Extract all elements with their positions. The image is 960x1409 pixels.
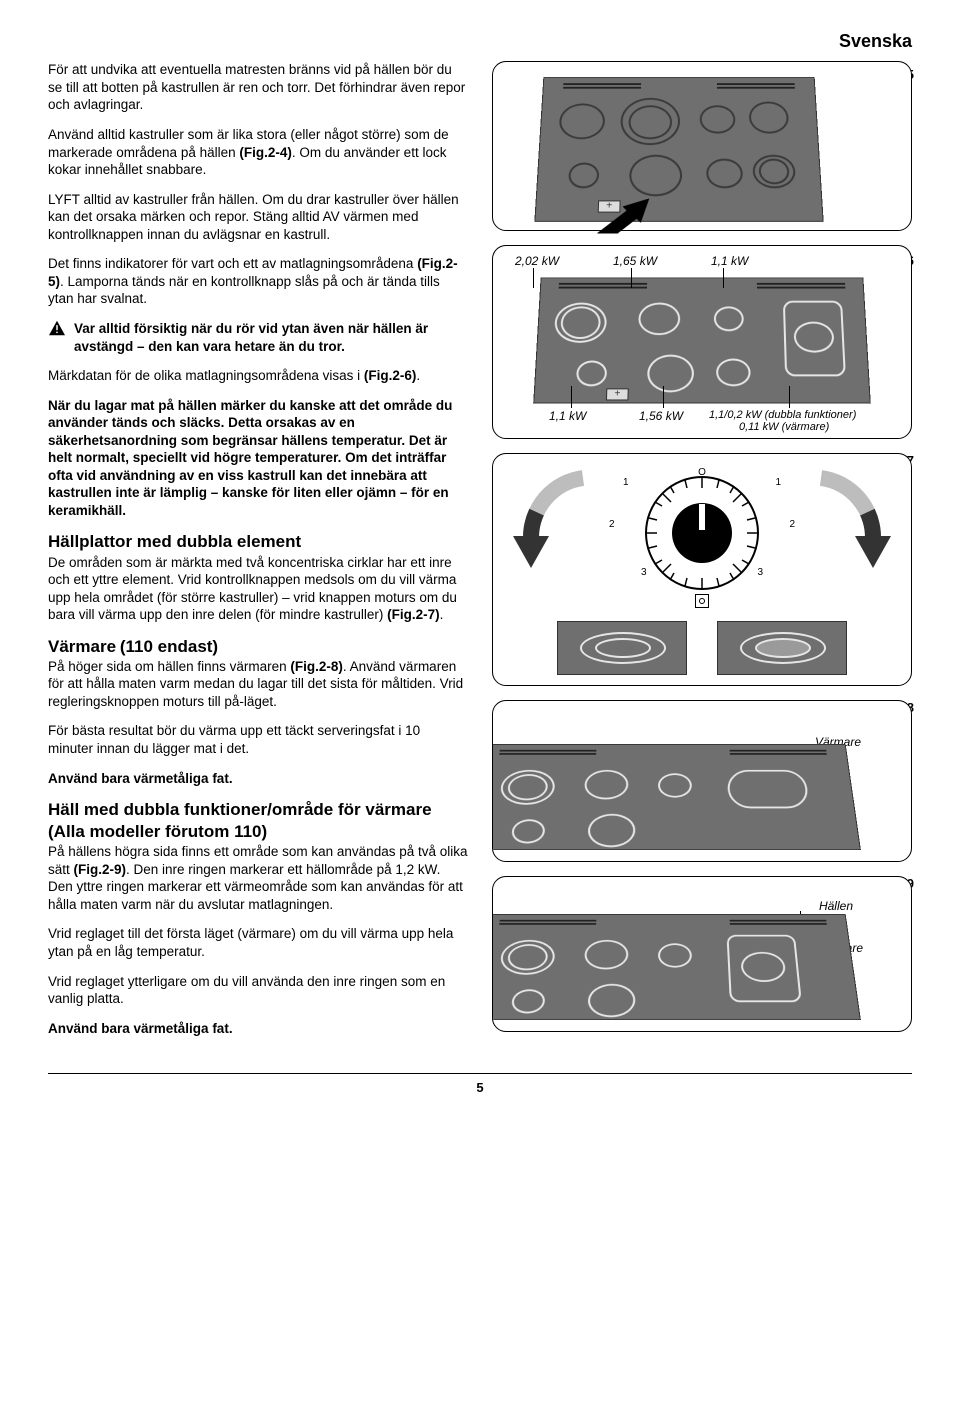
- indicator-symbol: [695, 594, 709, 608]
- content-columns: För att undvika att eventuella matresten…: [48, 61, 912, 1049]
- fig-2-9-frame: Hällen Värmare: [492, 876, 912, 1032]
- pointer-arrow-icon: [597, 193, 649, 234]
- dial-r3: 3: [757, 566, 763, 579]
- kw-bot-left: 1,1 kW: [549, 409, 586, 425]
- h-warmer-sub: (110 endast): [120, 637, 218, 656]
- heading-dual: Hällplattor med dubbla element: [48, 531, 468, 553]
- h-dualfn-sub: (Alla modeller förutom 110): [48, 822, 267, 841]
- p5-a: Märkdatan för de olika matlagningsområde…: [48, 368, 364, 383]
- kw-bot-right2: 0,11 kW (värmare): [739, 420, 829, 434]
- p4-a: Det finns indikatorer för vart och ett a…: [48, 256, 417, 271]
- turn-right-arrow-icon: [811, 468, 891, 578]
- h-dualfn: Häll med dubbla funktioner/område för vä…: [48, 800, 432, 819]
- dial-r2: 2: [789, 518, 795, 531]
- turn-left-arrow-icon: [513, 468, 593, 578]
- p7-c: .: [440, 607, 444, 622]
- fig25-hob: +: [534, 77, 823, 222]
- para-4: Det finns indikatorer för vart och ett a…: [48, 255, 468, 308]
- language-header: Svenska: [48, 30, 912, 53]
- fig28-hob: [492, 744, 861, 850]
- p2-figref: (Fig.2-4): [239, 145, 292, 160]
- heading-dualfn: Häll med dubbla funktioner/område för vä…: [48, 799, 468, 843]
- h-dual: Hällplattor med dubbla element: [48, 532, 301, 551]
- kw-top-1: 1,65 kW: [613, 254, 657, 270]
- left-column: För att undvika att eventuella matresten…: [48, 61, 468, 1049]
- h-warmer: Värmare: [48, 637, 116, 656]
- right-column: Fig.2-5 +: [492, 61, 912, 1049]
- fig-2-7: Fig.2-7: [492, 453, 912, 686]
- dial-l3: 3: [641, 566, 647, 579]
- p7-figref: (Fig.2-7): [387, 607, 440, 622]
- warning-icon: [48, 320, 66, 336]
- fig-2-9: Fig.2-9 Hällen Värmare: [492, 876, 912, 1032]
- p11-figref: (Fig.2-9): [74, 862, 127, 877]
- fig-2-5: Fig.2-5 +: [492, 61, 912, 231]
- p8-figref: (Fig.2-8): [290, 659, 343, 674]
- para-3: LYFT alltid av kastruller från hällen. O…: [48, 191, 468, 244]
- page-number: 5: [476, 1080, 483, 1095]
- fig27-element-right: [717, 621, 847, 675]
- heading-warmer: Värmare (110 endast): [48, 636, 468, 658]
- para-12: Vrid reglaget till det första läget (vär…: [48, 925, 468, 960]
- fig-2-6-frame: 2,02 kW 1,65 kW 1,1 kW: [492, 245, 912, 439]
- dial-l2: 2: [609, 518, 615, 531]
- para-5: Märkdatan för de olika matlagningsområde…: [48, 367, 468, 385]
- dial-o: O: [698, 466, 706, 479]
- fig-2-8-frame: Värmare: [492, 700, 912, 862]
- kw-top-2: 1,1 kW: [711, 254, 748, 270]
- para-8: På höger sida om hällen finns värmaren (…: [48, 658, 468, 711]
- para-10: Använd bara värmetåliga fat.: [48, 770, 468, 788]
- para-2: Använd alltid kastruller som är lika sto…: [48, 126, 468, 179]
- kw-top-0: 2,02 kW: [515, 254, 559, 270]
- para-11: På hällens högra sida finns ett område s…: [48, 843, 468, 913]
- p5-c: .: [416, 368, 420, 383]
- para-1: För att undvika att eventuella matresten…: [48, 61, 468, 114]
- fig27-element-left: [557, 621, 687, 675]
- dial-r1: 1: [775, 476, 781, 489]
- fig-2-7-frame: O 1 1 2 2 3 3: [492, 453, 912, 686]
- para-6: När du lagar mat på hällen märker du kan…: [48, 397, 468, 520]
- fig29-hob: [492, 914, 861, 1020]
- kw-bot-mid: 1,56 kW: [639, 409, 683, 425]
- page-footer: 5: [48, 1073, 912, 1097]
- fig-2-8: Fig.2-8 Värmare: [492, 700, 912, 862]
- para-14: Använd bara värmetåliga fat.: [48, 1020, 468, 1038]
- warning-text: Var alltid försiktig när du rör vid ytan…: [74, 320, 468, 355]
- para-9: För bästa resultat bör du värma upp ett …: [48, 722, 468, 757]
- para-7: De områden som är märkta med två koncent…: [48, 554, 468, 624]
- indicator-box-26: +: [606, 389, 629, 401]
- warning-block: Var alltid försiktig när du rör vid ytan…: [48, 320, 468, 355]
- dial-l1: 1: [623, 476, 629, 489]
- fig29-hallen: Hällen: [819, 899, 853, 915]
- para-13: Vrid reglaget ytterligare om du vill anv…: [48, 973, 468, 1008]
- dial-icon: [637, 468, 767, 598]
- p5-figref: (Fig.2-6): [364, 368, 417, 383]
- fig26-hob: +: [533, 278, 871, 404]
- p8-a: På höger sida om hällen finns värmaren: [48, 659, 290, 674]
- fig-2-5-frame: +: [492, 61, 912, 231]
- fig-2-6: Fig.2-6 2,02 kW 1,65 kW 1,1 kW: [492, 245, 912, 439]
- p4-c: . Lamporna tänds när en kontrollknapp sl…: [48, 274, 440, 307]
